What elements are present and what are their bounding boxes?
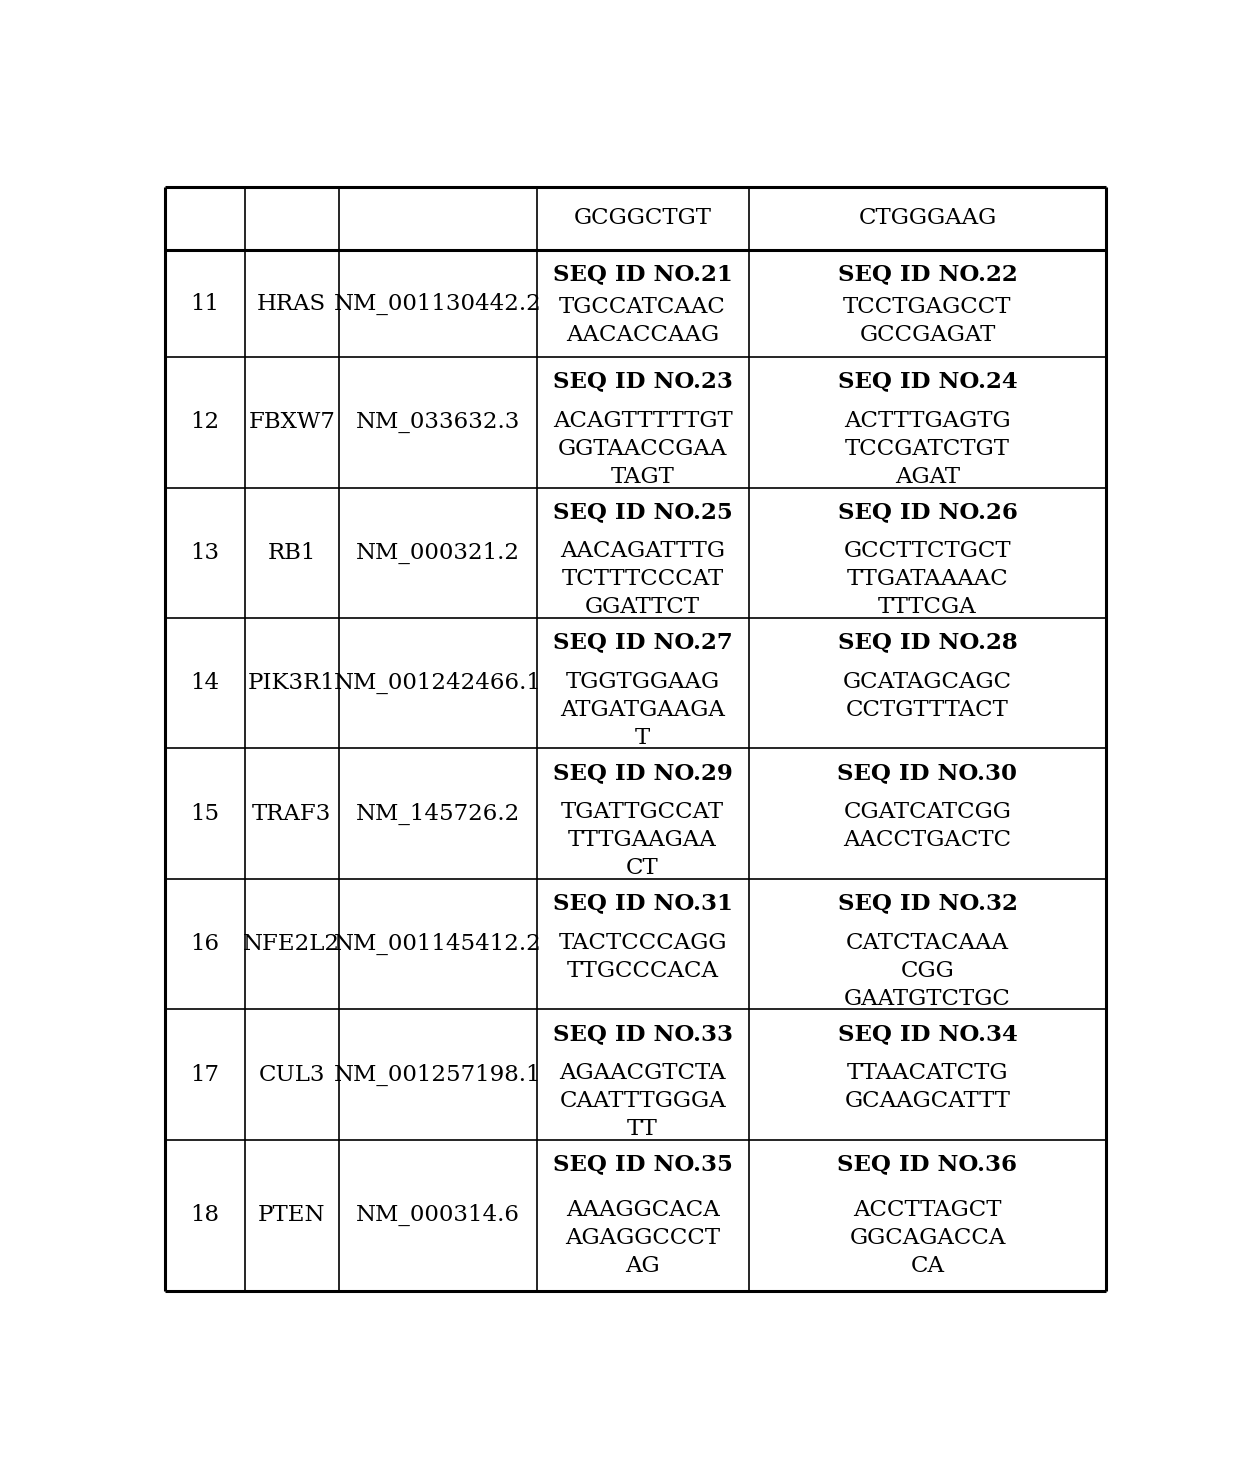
- Text: 18: 18: [190, 1204, 219, 1226]
- Text: TCCTGAGCCT
GCCGAGAT: TCCTGAGCCT GCCGAGAT: [843, 296, 1012, 345]
- Text: TGCCATCAAC
AACACCAAG: TGCCATCAAC AACACCAAG: [559, 296, 725, 345]
- Text: TGATTGCCAT
TTTGAAGAA
CT: TGATTGCCAT TTTGAAGAA CT: [560, 802, 724, 879]
- Text: TRAF3: TRAF3: [252, 803, 331, 825]
- Text: GCCTTCTGCT
TTGATAAAAC
TTTCGA: GCCTTCTGCT TTGATAAAAC TTTCGA: [843, 540, 1012, 617]
- Text: SEQ ID NO.35: SEQ ID NO.35: [553, 1153, 733, 1175]
- Text: SEQ ID NO.36: SEQ ID NO.36: [837, 1153, 1018, 1175]
- Text: CGATCATCGG
AACCTGACTC: CGATCATCGG AACCTGACTC: [843, 802, 1012, 851]
- Text: SEQ ID NO.29: SEQ ID NO.29: [553, 762, 733, 784]
- Text: NM_000321.2: NM_000321.2: [356, 541, 520, 563]
- Text: 13: 13: [190, 541, 219, 563]
- Text: SEQ ID NO.33: SEQ ID NO.33: [553, 1023, 733, 1045]
- Text: SEQ ID NO.34: SEQ ID NO.34: [837, 1023, 1017, 1045]
- Text: NFE2L2: NFE2L2: [243, 933, 340, 955]
- Text: NM_001242466.1: NM_001242466.1: [334, 672, 542, 695]
- Text: NM_001257198.1: NM_001257198.1: [334, 1064, 542, 1086]
- Text: ACCTTAGCT
GGCAGACCA
CA: ACCTTAGCT GGCAGACCA CA: [849, 1198, 1006, 1277]
- Text: TTAACATCTG
GCAAGCATTT: TTAACATCTG GCAAGCATTT: [844, 1062, 1011, 1112]
- Text: CUL3: CUL3: [258, 1064, 325, 1086]
- Text: 11: 11: [190, 293, 219, 315]
- Text: RB1: RB1: [268, 541, 316, 563]
- Text: GCATAGCAGC
CCTGTTTACT: GCATAGCAGC CCTGTTTACT: [843, 670, 1012, 721]
- Text: SEQ ID NO.28: SEQ ID NO.28: [837, 632, 1017, 654]
- Text: SEQ ID NO.24: SEQ ID NO.24: [837, 370, 1017, 392]
- Text: 17: 17: [190, 1064, 219, 1086]
- Text: AGAACGTCTA
CAATTTGGGA
TT: AGAACGTCTA CAATTTGGGA TT: [559, 1062, 725, 1140]
- Text: 15: 15: [190, 803, 219, 825]
- Text: AACAGATTTG
TCTTTCCCAT
GGATTCT: AACAGATTTG TCTTTCCCAT GGATTCT: [560, 540, 725, 617]
- Text: SEQ ID NO.27: SEQ ID NO.27: [553, 632, 733, 654]
- Text: CTGGGAAG: CTGGGAAG: [858, 208, 997, 230]
- Text: GCGGCTGT: GCGGCTGT: [574, 208, 712, 230]
- Text: HRAS: HRAS: [257, 293, 326, 315]
- Text: NM_001145412.2: NM_001145412.2: [334, 933, 542, 955]
- Text: ACAGTTTTTGT
GGTAACCGAA
TAGT: ACAGTTTTTGT GGTAACCGAA TAGT: [553, 410, 733, 487]
- Text: NM_001130442.2: NM_001130442.2: [334, 293, 542, 315]
- Text: 12: 12: [190, 411, 219, 433]
- Text: SEQ ID NO.30: SEQ ID NO.30: [837, 762, 1018, 784]
- Text: 14: 14: [190, 673, 219, 695]
- Text: AAAGGCACA
AGAGGCCCT
AG: AAAGGCACA AGAGGCCCT AG: [565, 1198, 720, 1277]
- Text: FBXW7: FBXW7: [248, 411, 335, 433]
- Text: SEQ ID NO.25: SEQ ID NO.25: [553, 500, 733, 524]
- Text: SEQ ID NO.21: SEQ ID NO.21: [553, 263, 733, 285]
- Text: SEQ ID NO.32: SEQ ID NO.32: [837, 892, 1017, 914]
- Text: 16: 16: [190, 933, 219, 955]
- Text: CATCTACAAA
CGG
GAATGTCTGC: CATCTACAAA CGG GAATGTCTGC: [844, 932, 1011, 1009]
- Text: SEQ ID NO.31: SEQ ID NO.31: [553, 892, 733, 914]
- Text: NM_033632.3: NM_033632.3: [356, 411, 520, 433]
- Text: NM_145726.2: NM_145726.2: [356, 803, 520, 825]
- Text: TACTCCCAGG
TTGCCCACA: TACTCCCAGG TTGCCCACA: [558, 932, 727, 982]
- Text: TGGTGGAAG
ATGATGAAGA
T: TGGTGGAAG ATGATGAAGA T: [560, 670, 725, 749]
- Text: SEQ ID NO.23: SEQ ID NO.23: [553, 370, 733, 392]
- Text: NM_000314.6: NM_000314.6: [356, 1204, 520, 1226]
- Text: PTEN: PTEN: [258, 1204, 326, 1226]
- Text: SEQ ID NO.26: SEQ ID NO.26: [837, 500, 1017, 524]
- Text: PIK3R1: PIK3R1: [248, 673, 336, 695]
- Text: SEQ ID NO.22: SEQ ID NO.22: [837, 263, 1017, 285]
- Text: ACTTTGAGTG
TCCGATCTGT
AGAT: ACTTTGAGTG TCCGATCTGT AGAT: [844, 410, 1011, 487]
